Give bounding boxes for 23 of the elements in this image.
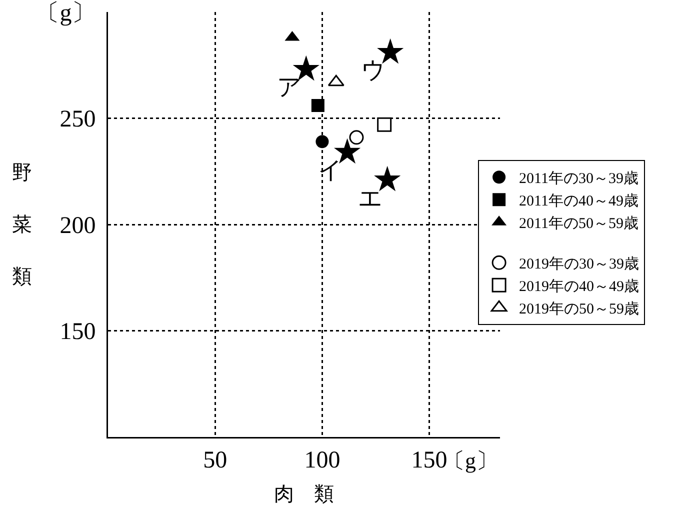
legend-label: 2011年の30～39歳 [519,170,638,187]
annotation: ア [277,75,302,101]
point [328,74,344,86]
annotation: イ [318,158,343,184]
y-tick-label: 150 [60,319,96,346]
legend-label: 2011年の50～59歳 [519,215,638,232]
legend-label: 2019年の40～49歳 [519,278,640,295]
point [311,99,324,112]
point [349,130,364,145]
x-tick-label: 50 [203,447,228,474]
annotation: ウ [361,58,386,84]
x-tick-label: 100 [304,447,340,474]
x-axis-title: 肉 類 [274,484,334,506]
legend-label: 2011年の40～49歳 [519,192,638,210]
text: 野菜類 [12,162,32,288]
y-tick-label: 200 [60,212,96,239]
point [316,135,329,148]
point [377,117,392,132]
y-tick-label: 〔g〕 [36,0,96,26]
y-tick-label: 250 [60,106,96,133]
annotation: エ [358,186,383,212]
legend-label: 2019年の30～39歳 [519,256,640,272]
legend-label: 2019年の50～59歳 [519,300,640,318]
